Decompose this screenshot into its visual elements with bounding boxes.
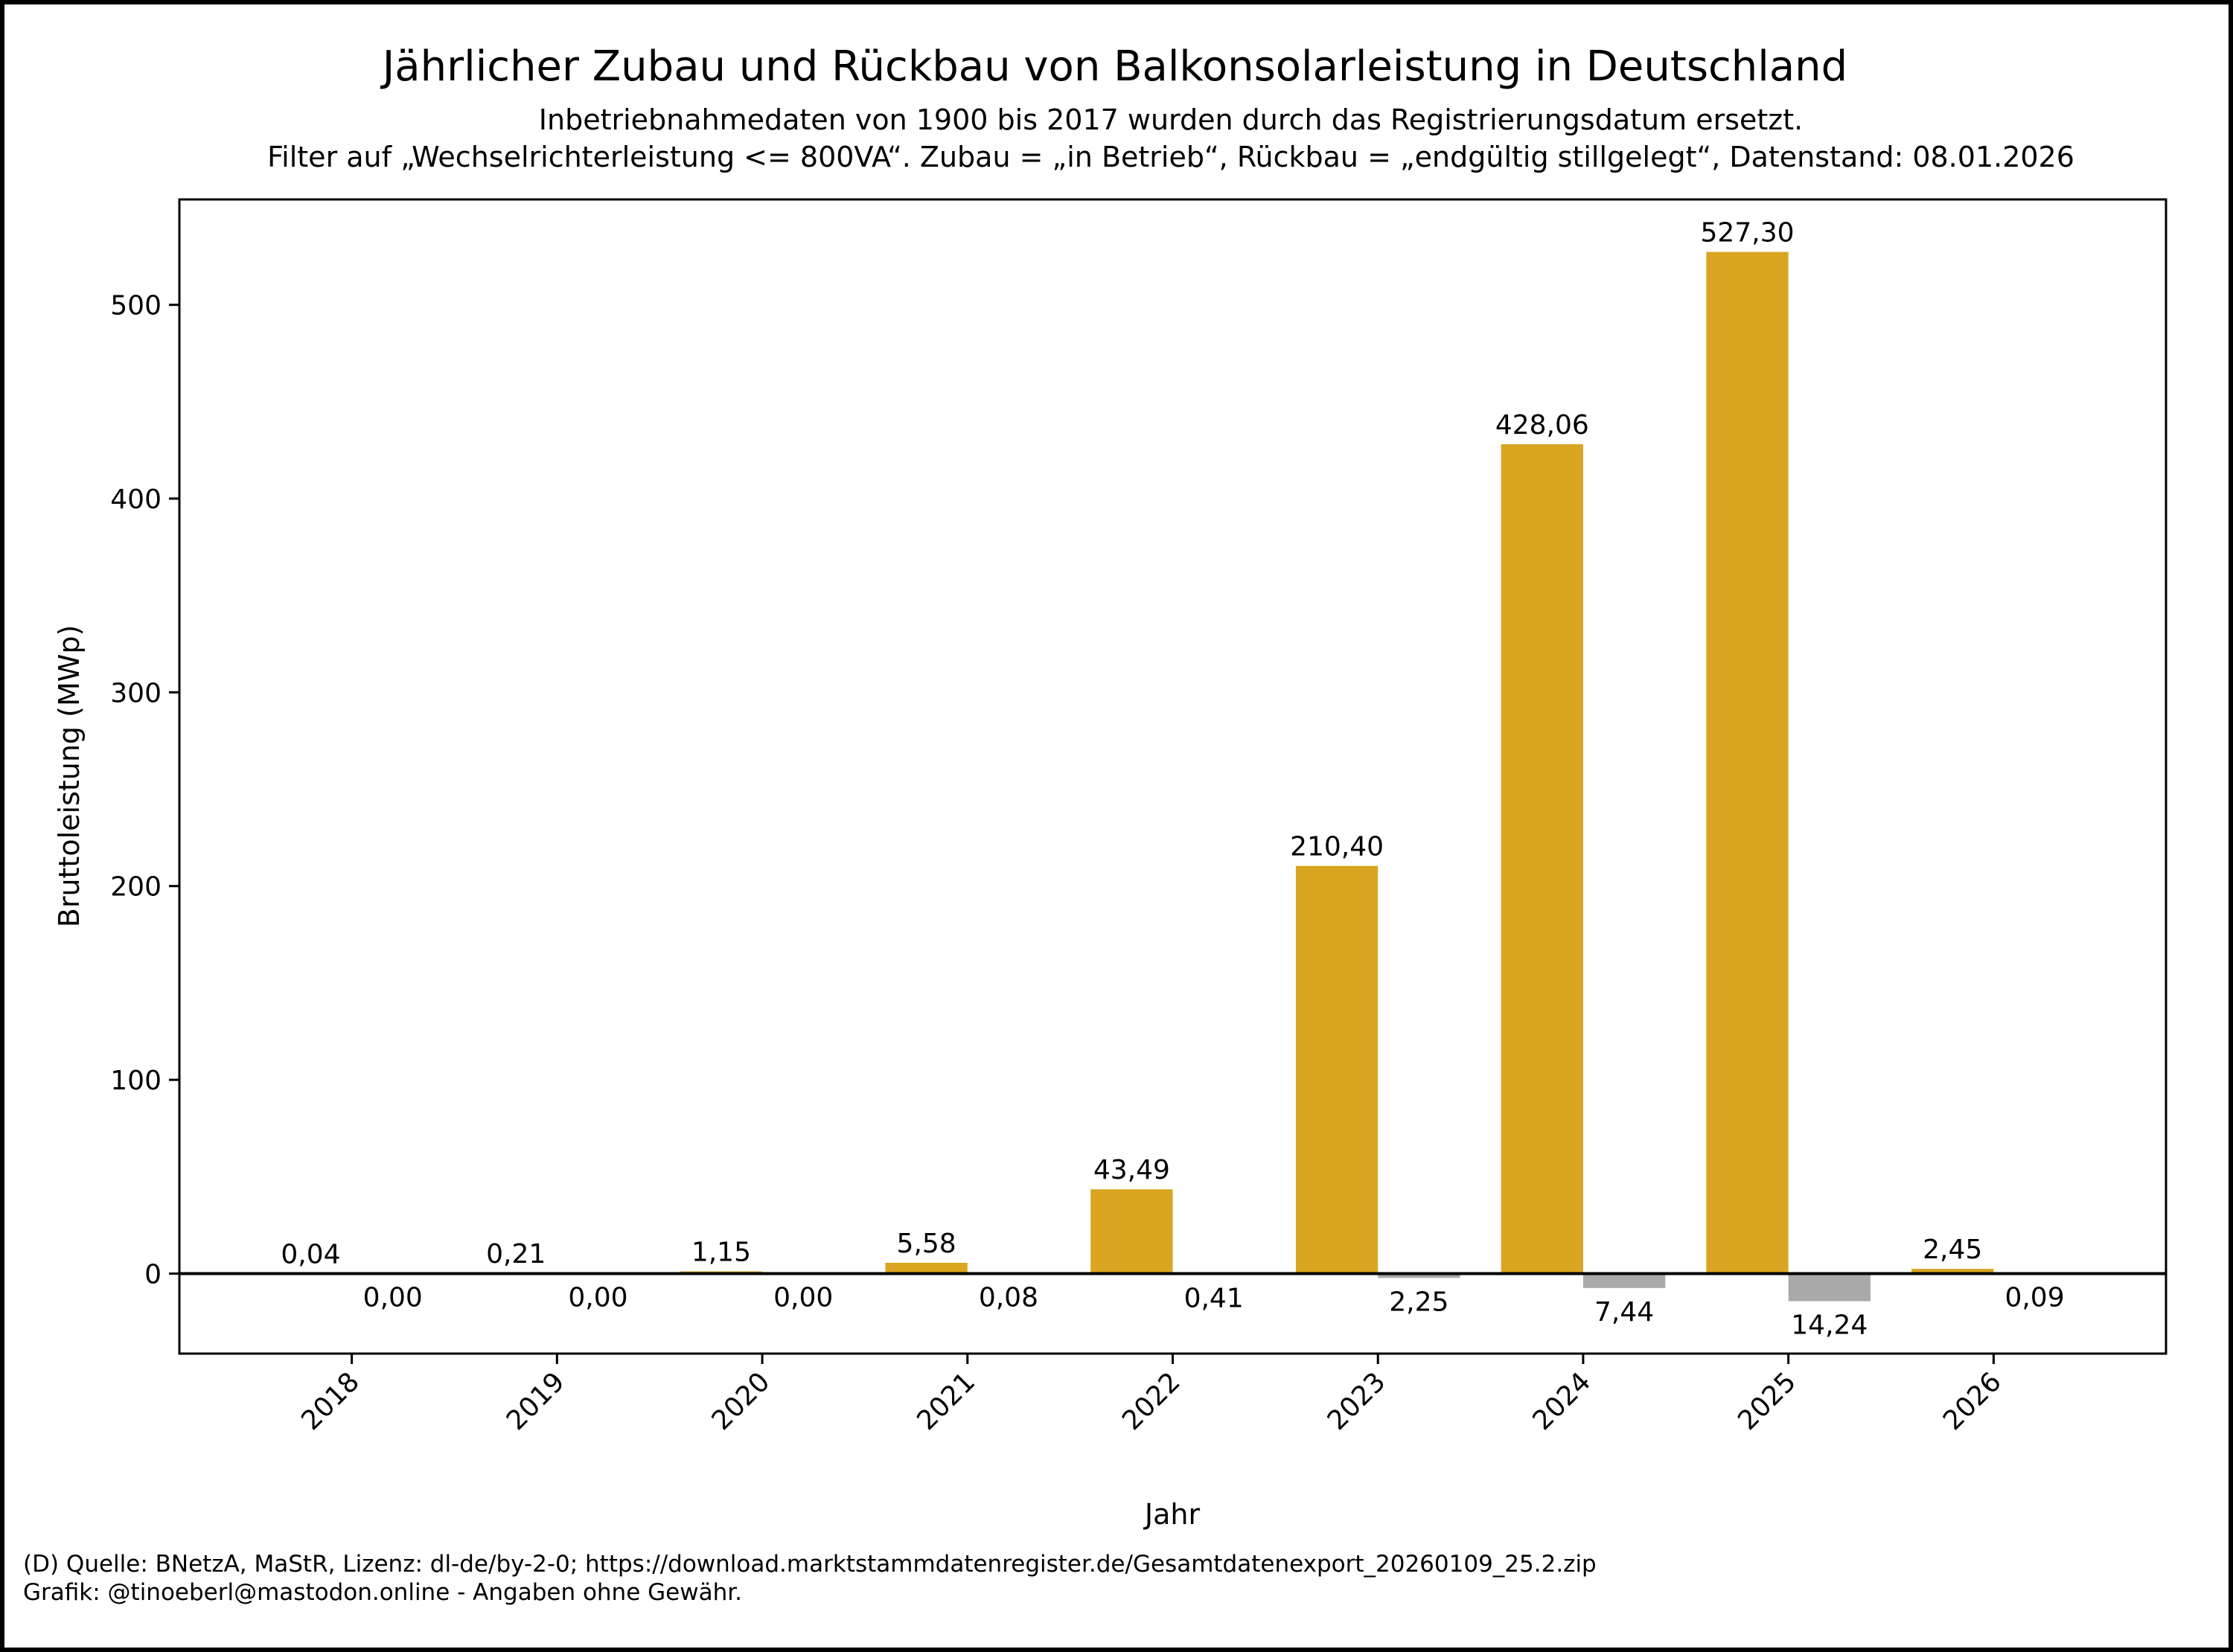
- x-axis-label: Jahr: [1143, 1498, 1201, 1531]
- data-label-zubau: 0,04: [281, 1239, 340, 1270]
- bar-rueckbau: [1378, 1273, 1460, 1278]
- bar-rueckbau: [1582, 1273, 1666, 1288]
- data-label-zubau: 428,06: [1495, 410, 1589, 441]
- data-label-zubau: 0,21: [486, 1239, 546, 1270]
- y-axis-label: Bruttoleistung (MWp): [53, 625, 86, 928]
- bar-zubau: [1501, 444, 1583, 1274]
- data-label-rueckbau: 7,44: [1594, 1297, 1654, 1328]
- y-tick-label: 400: [110, 484, 162, 515]
- data-label-rueckbau: 2,25: [1389, 1287, 1448, 1317]
- data-label-rueckbau: 0,00: [568, 1282, 627, 1313]
- y-tick-label: 0: [144, 1259, 162, 1290]
- data-label-rueckbau: 0,41: [1184, 1284, 1244, 1314]
- footer-credit: Grafik: @tinoeberl@mastodon.online - Ang…: [23, 1579, 742, 1606]
- data-label-zubau: 210,40: [1290, 832, 1384, 862]
- chart-subtitle-2: Filter auf „Wechselrichterleistung <= 80…: [267, 141, 2074, 173]
- data-label-zubau: 43,49: [1093, 1155, 1170, 1185]
- data-label-rueckbau: 0,00: [773, 1282, 833, 1313]
- y-tick-label: 200: [110, 872, 162, 903]
- data-label-rueckbau: 0,09: [2004, 1283, 2064, 1313]
- data-label-rueckbau: 14,24: [1791, 1310, 1868, 1341]
- footer-source: (D) Quelle: BNetzA, MaStR, Lizenz: dl-de…: [23, 1551, 1597, 1578]
- chart-title: Jährlicher Zubau und Rückbau von Balkons…: [380, 42, 1847, 91]
- y-tick-label: 300: [110, 678, 162, 708]
- data-label-rueckbau: 0,08: [979, 1283, 1038, 1313]
- bar-rueckbau: [1788, 1273, 1871, 1302]
- data-label-zubau: 5,58: [897, 1229, 956, 1259]
- bar-zubau: [1295, 865, 1379, 1274]
- data-label-rueckbau: 0,00: [363, 1282, 423, 1313]
- y-tick-label: 500: [110, 291, 162, 321]
- data-label-zubau: 2,45: [1923, 1235, 1982, 1265]
- data-label-zubau: 1,15: [691, 1237, 751, 1267]
- bar-zubau: [1706, 252, 1789, 1274]
- bar-zubau: [885, 1262, 968, 1274]
- chart-subtitle-1: Inbetriebnahmedaten von 1900 bis 2017 wu…: [539, 103, 1803, 136]
- y-tick-label: 100: [110, 1066, 162, 1096]
- bar-zubau: [1090, 1189, 1173, 1274]
- bar-zubau: [1911, 1269, 1994, 1274]
- data-label-zubau: 527,30: [1701, 218, 1795, 249]
- plot-frame: [178, 198, 2167, 1355]
